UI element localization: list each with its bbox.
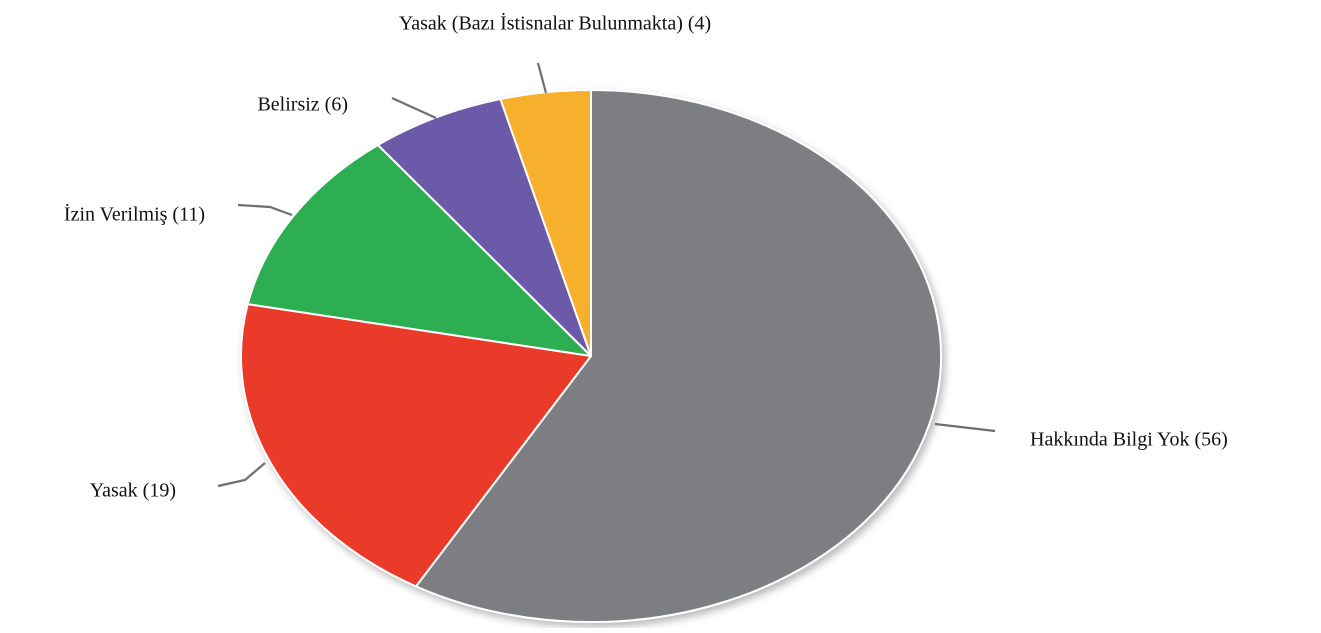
pie-slice-yasak — [240, 303, 592, 588]
leader-line-izin-verilmis — [237, 203, 293, 217]
leader-lines — [217, 62, 996, 488]
slice-label-izin-verilmis: İzin Verilmiş (11) — [64, 203, 205, 226]
slice-label-belirsiz: Belirsiz (6) — [257, 94, 348, 116]
slice-label-yasak: Yasak (19) — [90, 480, 176, 502]
leader-line-yasak-bazi-istisnalar — [536, 62, 548, 94]
leader-line-belirsiz — [391, 96, 437, 120]
pie-slice-hakkinda-bilgi-yok — [415, 89, 942, 623]
slice-label-hakkinda-bilgi-yok: Hakkında Bilgi Yok (56) — [1030, 429, 1228, 451]
leader-line-yasak — [217, 462, 266, 488]
slice-label-yasak-bazi-istisnalar: Yasak (Bazı İstisnalar Bulunmakta) (4) — [399, 12, 711, 35]
pie-slice-izin-verilmis — [246, 143, 592, 357]
slice-labels: Hakkında Bilgi Yok (56) Yasak (19) İzin … — [64, 12, 1228, 502]
pie-slices — [240, 89, 942, 623]
leader-line-hakkinda-bilgi-yok — [934, 422, 996, 433]
